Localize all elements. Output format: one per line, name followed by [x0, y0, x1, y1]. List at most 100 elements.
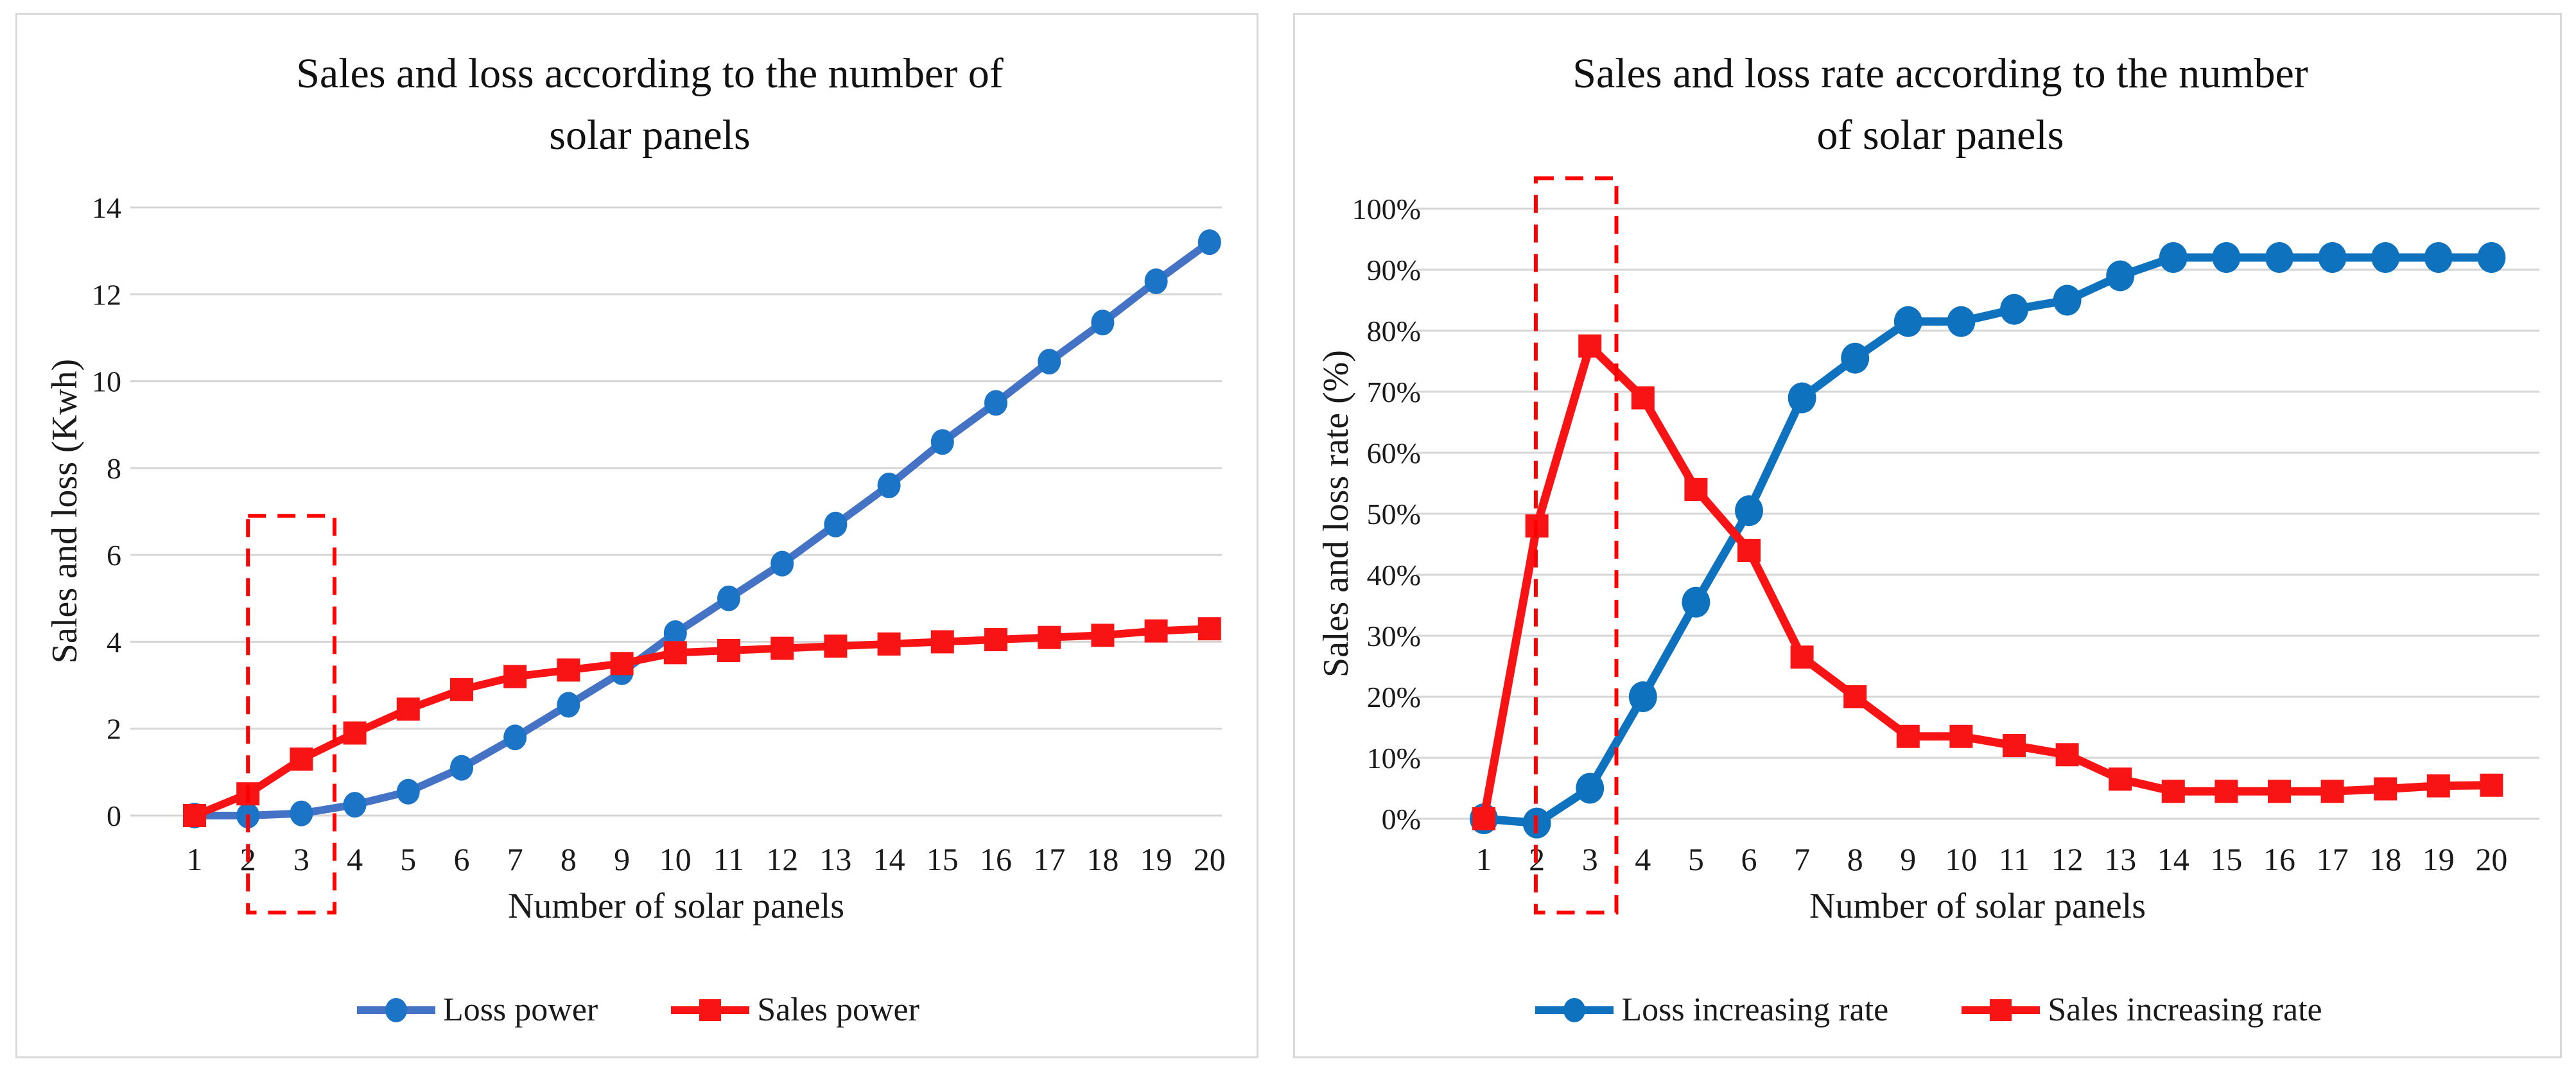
- data-point-loss-power: [343, 792, 367, 818]
- data-point-loss-power: [557, 692, 580, 718]
- data-point-sales-increasing-rate: [1737, 539, 1761, 562]
- y-tick-label: 10%: [1367, 742, 1421, 774]
- data-point-loss-power: [824, 511, 848, 538]
- data-point-sales-power: [984, 628, 1007, 652]
- data-point-sales-increasing-rate: [2003, 734, 2026, 757]
- data-point-loss-power: [450, 755, 473, 781]
- x-tick-label: 4: [347, 841, 363, 877]
- data-point-loss-power: [984, 390, 1007, 416]
- y-tick-label: 90%: [1367, 254, 1421, 286]
- y-tick-label: 30%: [1367, 620, 1421, 652]
- data-point-sales-power: [290, 747, 313, 771]
- data-point-sales-increasing-rate: [2161, 780, 2185, 803]
- y-tick-label: 4: [107, 625, 121, 658]
- data-point-sales-increasing-rate: [1472, 807, 1495, 830]
- x-tick-label: 14: [873, 841, 905, 877]
- legend-label: Loss increasing rate: [1621, 992, 1889, 1028]
- data-point-loss-increasing-rate: [2053, 284, 2082, 316]
- data-point-sales-power: [1197, 617, 1221, 641]
- data-point-sales-power: [717, 638, 740, 662]
- data-point-loss-increasing-rate: [2212, 242, 2241, 273]
- x-tick-label: 9: [614, 841, 630, 877]
- data-point-sales-power: [663, 641, 687, 665]
- data-point-loss-increasing-rate: [1628, 681, 1657, 712]
- x-axis-label: Number of solar panels: [507, 886, 845, 926]
- x-tick-label: 12: [2051, 841, 2084, 877]
- y-axis-label: Sales and loss rate (%): [1316, 349, 1356, 678]
- data-point-loss-power: [930, 429, 954, 455]
- data-point-loss-increasing-rate: [2371, 242, 2400, 273]
- sales-increasing-rate-legend-marker-icon: [1962, 999, 2041, 1021]
- data-point-sales-increasing-rate: [1843, 685, 1867, 708]
- data-point-sales-increasing-rate: [1631, 386, 1655, 410]
- data-point-sales-increasing-rate: [2215, 780, 2238, 803]
- sales-power-legend-marker-icon: [671, 999, 750, 1021]
- data-point-sales-increasing-rate: [2109, 767, 2132, 791]
- chart-title-line2: solar panels: [549, 112, 751, 159]
- chart-title-line1: Sales and loss according to the number o…: [296, 50, 1004, 97]
- data-point-loss-power: [1197, 229, 1221, 256]
- x-tick-label: 18: [1086, 841, 1118, 877]
- series-line-sales-increasing-rate: [1479, 342, 2496, 823]
- legend-item-loss-power: Loss power: [354, 991, 598, 1029]
- x-tick-label: 11: [1999, 841, 2030, 877]
- data-point-sales-power: [183, 804, 206, 827]
- x-tick-label: 5: [400, 841, 416, 877]
- legend-item-sales-increasing-rate: Sales increasing rate: [1959, 991, 2322, 1029]
- x-tick-label: 14: [2157, 841, 2189, 877]
- y-tick-label: 8: [107, 452, 121, 485]
- data-point-sales-power: [824, 634, 848, 658]
- data-point-loss-increasing-rate: [1893, 306, 1922, 337]
- data-point-loss-power: [877, 472, 901, 498]
- data-point-loss-increasing-rate: [2000, 293, 2028, 325]
- y-tick-label: 14: [92, 191, 121, 224]
- data-point-sales-power: [503, 665, 527, 688]
- x-tick-label: 19: [1140, 841, 1172, 877]
- chart-panel-right: Sales and loss rate according to the num…: [1293, 13, 2562, 1058]
- x-tick-label: 9: [1900, 841, 1916, 877]
- x-tick-label: 6: [1741, 841, 1757, 877]
- x-axis-label: Number of solar panels: [1809, 886, 2146, 926]
- data-point-sales-increasing-rate: [2320, 780, 2344, 803]
- chart-legend: Loss power Sales power: [17, 991, 1257, 1029]
- y-tick-label: 10: [92, 365, 121, 398]
- x-tick-label: 10: [1945, 841, 1977, 877]
- data-point-sales-increasing-rate: [1896, 724, 1920, 748]
- highlight-rect: [246, 514, 336, 914]
- x-tick-label: 7: [507, 841, 523, 877]
- data-point-sales-increasing-rate: [2268, 780, 2291, 803]
- legend-label: Loss power: [443, 992, 598, 1028]
- chart-title: Sales and loss rate according to the num…: [1334, 43, 2547, 166]
- legend-item-loss-increasing-rate: Loss increasing rate: [1533, 991, 1888, 1029]
- plot-area-right: 0% 10% 20% 30% 40% 50% 60% 70% 80% 90% 100% 1 2 3 4 5 6 7…: [1352, 176, 2539, 914]
- y-tick-label: 50%: [1367, 498, 1421, 530]
- loss-increasing-rate-legend-marker-icon: [1535, 997, 1614, 1022]
- data-point-sales-power: [770, 636, 794, 660]
- y-tick-label: 0: [107, 800, 121, 832]
- data-point-sales-power: [343, 721, 367, 745]
- legend-marker-shape: [1990, 999, 2012, 1021]
- x-tick-label: 10: [659, 841, 692, 877]
- chart-title: Sales and loss according to the number o…: [56, 43, 1244, 166]
- x-tick-label: 8: [561, 841, 577, 877]
- data-point-loss-power: [396, 778, 420, 805]
- chart-panel-left: Sales and loss according to the number o…: [15, 13, 1258, 1058]
- x-tick-label: 5: [1688, 841, 1704, 877]
- data-point-sales-increasing-rate: [2426, 774, 2450, 798]
- y-tick-label: 100%: [1352, 193, 1421, 225]
- x-tick-label: 3: [1582, 841, 1598, 877]
- data-point-sales-increasing-rate: [1790, 645, 1814, 669]
- data-point-sales-power: [930, 630, 954, 654]
- x-tick-label: 15: [2210, 841, 2242, 877]
- data-point-loss-increasing-rate: [2106, 260, 2135, 292]
- data-point-sales-power: [450, 678, 473, 701]
- legend-label: Sales power: [757, 992, 919, 1028]
- data-point-loss-increasing-rate: [1576, 773, 1605, 804]
- data-point-loss-increasing-rate: [1735, 495, 1763, 527]
- x-tick-label: 15: [927, 841, 959, 877]
- data-point-sales-power: [610, 652, 634, 676]
- y-tick-label: 40%: [1367, 559, 1421, 591]
- chart-legend: Loss increasing rate Sales increasing ra…: [1295, 991, 2560, 1029]
- x-tick-label: 1: [187, 841, 203, 877]
